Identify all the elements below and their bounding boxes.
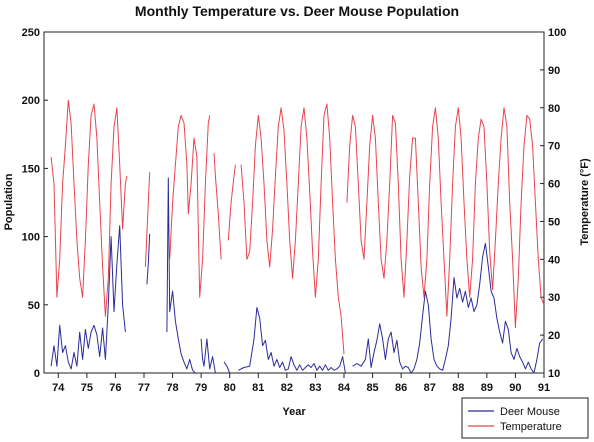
y2-tick-label: 60	[548, 179, 560, 191]
y2-tick-label: 80	[548, 103, 560, 115]
series-line-deer-mouse	[352, 242, 544, 374]
y2-tick-label: 30	[548, 292, 560, 304]
series-temperature	[50, 99, 545, 355]
legend-label-temperature: Temperature	[500, 421, 562, 433]
x-tick-label: 75	[81, 382, 93, 394]
series-deer-mouse	[50, 177, 544, 374]
series-line-deer-mouse	[166, 177, 196, 374]
x-tick-label: 76	[109, 382, 121, 394]
y2-tick-label: 90	[548, 65, 560, 77]
x-tick-label: 82	[281, 382, 293, 394]
y2-tick-label: 40	[548, 254, 560, 266]
y-axis-label: Population	[3, 173, 15, 230]
x-tick-label: 83	[309, 382, 321, 394]
y2-tick-label: 100	[548, 27, 566, 39]
y2-tick-label: 50	[548, 216, 560, 228]
x-axis-label: Year	[282, 406, 306, 418]
y2-axis-label: Temperature (°F)	[579, 158, 591, 246]
series-line-deer-mouse	[50, 225, 126, 370]
y2-tick-label: 70	[548, 141, 560, 153]
x-tick-label: 89	[481, 382, 493, 394]
x-tick-label: 77	[138, 382, 150, 394]
y-tick-label: 0	[34, 368, 40, 380]
x-tick-label: 80	[224, 382, 236, 394]
legend-box	[461, 397, 589, 439]
right-axis: 10 20 30 40 50 60 70 80 90 100	[540, 27, 566, 380]
x-tick-label: 91	[538, 382, 550, 394]
y-tick-label: 250	[22, 27, 40, 39]
y2-tick-label: 10	[548, 368, 560, 380]
series-line-temperature	[213, 153, 222, 260]
x-tick-label: 78	[166, 382, 178, 394]
series-layer	[50, 99, 545, 374]
series-line-temperature	[240, 103, 345, 355]
series-line-temperature	[227, 164, 236, 241]
chart-title: Monthly Temperature vs. Deer Mouse Popul…	[135, 3, 459, 19]
series-line-deer-mouse	[146, 233, 151, 285]
series-line-temperature	[50, 99, 128, 317]
y-tick-label: 100	[22, 232, 40, 244]
x-tick-label: 90	[509, 382, 521, 394]
left-axis: 0 50 100 150 200 250	[22, 27, 48, 380]
x-tick-label: 87	[424, 382, 436, 394]
series-line-deer-mouse	[200, 338, 216, 374]
series-line-temperature	[346, 107, 545, 328]
y-tick-label: 200	[22, 95, 40, 107]
series-line-temperature	[169, 114, 211, 298]
legend: Deer Mouse Temperature	[461, 397, 589, 439]
x-tick-label: 74	[52, 382, 65, 394]
x-tick-label: 86	[395, 382, 407, 394]
x-tick-label: 84	[338, 382, 351, 394]
legend-label-deer-mouse: Deer Mouse	[500, 406, 560, 418]
x-tick-label: 81	[252, 382, 264, 394]
y2-tick-label: 20	[548, 330, 560, 342]
series-line-temperature	[144, 172, 151, 267]
series-line-deer-mouse	[223, 361, 231, 374]
x-tick-label: 85	[366, 382, 378, 394]
y-tick-label: 150	[22, 163, 40, 175]
x-tick-label: 88	[452, 382, 464, 394]
x-tick-label: 79	[195, 382, 207, 394]
plot-area	[43, 31, 545, 374]
y-tick-label: 50	[28, 300, 40, 312]
series-line-deer-mouse	[238, 307, 346, 374]
x-axis: 74 75 76 77 78 79 80 81 82 83 84 85 86 87 88 89 90 91	[52, 373, 550, 394]
